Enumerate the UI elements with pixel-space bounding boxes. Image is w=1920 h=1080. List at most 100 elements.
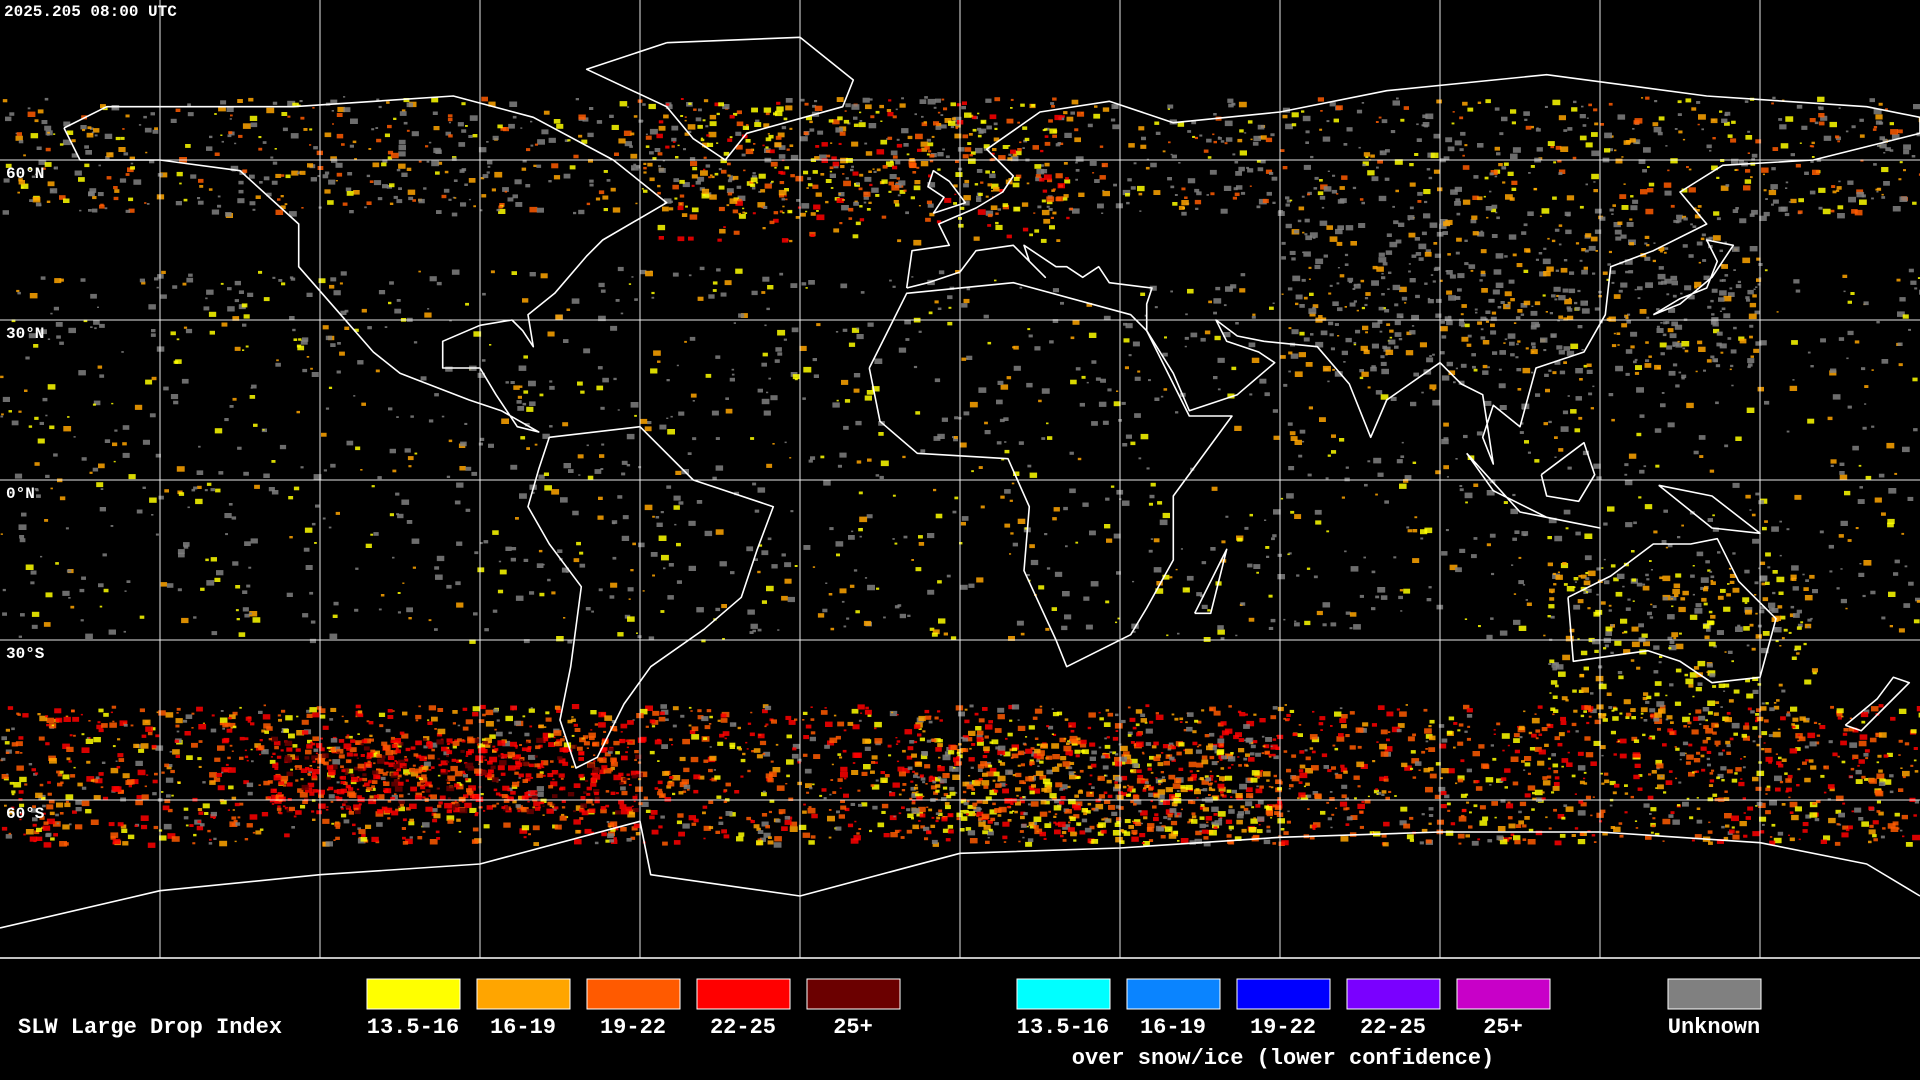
speckle	[423, 761, 431, 767]
speckle	[125, 173, 130, 176]
speckle	[456, 818, 461, 822]
speckle	[271, 794, 279, 800]
speckle	[547, 801, 553, 806]
speckle	[1161, 779, 1166, 783]
speckle	[1547, 141, 1555, 146]
speckle	[443, 188, 450, 193]
speckle	[534, 763, 540, 768]
speckle	[1832, 752, 1838, 757]
speckle	[720, 158, 727, 164]
speckle	[1452, 111, 1455, 113]
speckle	[1253, 817, 1256, 820]
speckle	[224, 722, 231, 727]
speckle	[139, 708, 145, 713]
speckle	[360, 743, 364, 746]
speckle	[752, 172, 756, 175]
speckle	[312, 760, 316, 763]
speckle	[1836, 712, 1843, 717]
speckle	[542, 805, 545, 807]
speckle	[1382, 842, 1389, 847]
speckle	[784, 188, 789, 192]
speckle	[1176, 790, 1180, 792]
speckle	[303, 128, 308, 131]
speckle	[703, 759, 709, 763]
speckle	[47, 792, 52, 796]
speckle	[346, 191, 354, 196]
speckle	[764, 705, 772, 711]
speckle	[135, 799, 143, 806]
speckle	[1169, 756, 1175, 761]
speckle	[1211, 806, 1219, 812]
speckle	[679, 756, 686, 762]
speckle	[1555, 145, 1562, 150]
speckle	[287, 798, 292, 801]
speckle	[1375, 788, 1378, 791]
speckle	[447, 114, 453, 118]
speckle	[398, 187, 402, 190]
speckle	[1160, 771, 1164, 774]
speckle	[983, 824, 991, 830]
speckle	[924, 709, 930, 714]
speckle	[1281, 840, 1289, 846]
speckle	[340, 765, 344, 769]
speckle	[326, 765, 334, 770]
speckle	[840, 772, 848, 778]
speckle	[904, 729, 913, 735]
speckle	[411, 131, 419, 137]
speckle	[1623, 140, 1631, 145]
speckle	[1868, 840, 1872, 844]
speckle	[967, 800, 970, 803]
speckle	[75, 824, 83, 830]
speckle	[869, 98, 873, 101]
speckle	[152, 129, 159, 134]
speckle	[420, 765, 424, 767]
speckle	[1417, 200, 1422, 203]
speckle	[1011, 753, 1019, 759]
speckle	[1428, 807, 1434, 811]
speckle	[866, 208, 871, 211]
speckle	[982, 800, 989, 804]
speckle	[1479, 820, 1488, 826]
speckle	[533, 164, 537, 167]
speckle	[393, 763, 401, 769]
speckle	[1244, 713, 1248, 716]
speckle	[1052, 712, 1059, 717]
speckle	[454, 770, 463, 777]
speckle	[1266, 829, 1271, 833]
speckle	[1720, 185, 1729, 191]
speckle	[907, 766, 913, 770]
speckle	[460, 202, 467, 207]
speckle	[1554, 736, 1560, 741]
speckle	[381, 741, 388, 746]
speckle	[1074, 137, 1081, 143]
speckle	[133, 179, 142, 185]
speckle	[887, 136, 893, 140]
speckle	[434, 728, 437, 730]
speckle	[357, 767, 363, 772]
speckle	[727, 179, 733, 183]
speckle	[1768, 761, 1772, 764]
speckle	[317, 175, 320, 177]
speckle	[1772, 96, 1776, 99]
speckle	[385, 750, 393, 756]
speckle	[1200, 804, 1205, 807]
speckle	[800, 136, 808, 142]
speckle	[1198, 744, 1202, 747]
speckle	[43, 842, 52, 848]
speckle	[714, 775, 721, 780]
speckle	[395, 808, 399, 812]
speckle	[401, 733, 409, 739]
speckle	[214, 113, 217, 115]
speckle	[1701, 128, 1704, 131]
speckle	[511, 785, 518, 789]
speckle	[1345, 807, 1350, 810]
speckle	[274, 767, 279, 770]
speckle	[1367, 795, 1370, 798]
speckle	[1624, 811, 1628, 814]
speckle	[1731, 778, 1738, 783]
speckle	[543, 741, 546, 743]
speckle	[141, 794, 149, 800]
speckle	[1241, 828, 1247, 833]
speckle	[35, 202, 42, 207]
speckle	[662, 206, 669, 212]
